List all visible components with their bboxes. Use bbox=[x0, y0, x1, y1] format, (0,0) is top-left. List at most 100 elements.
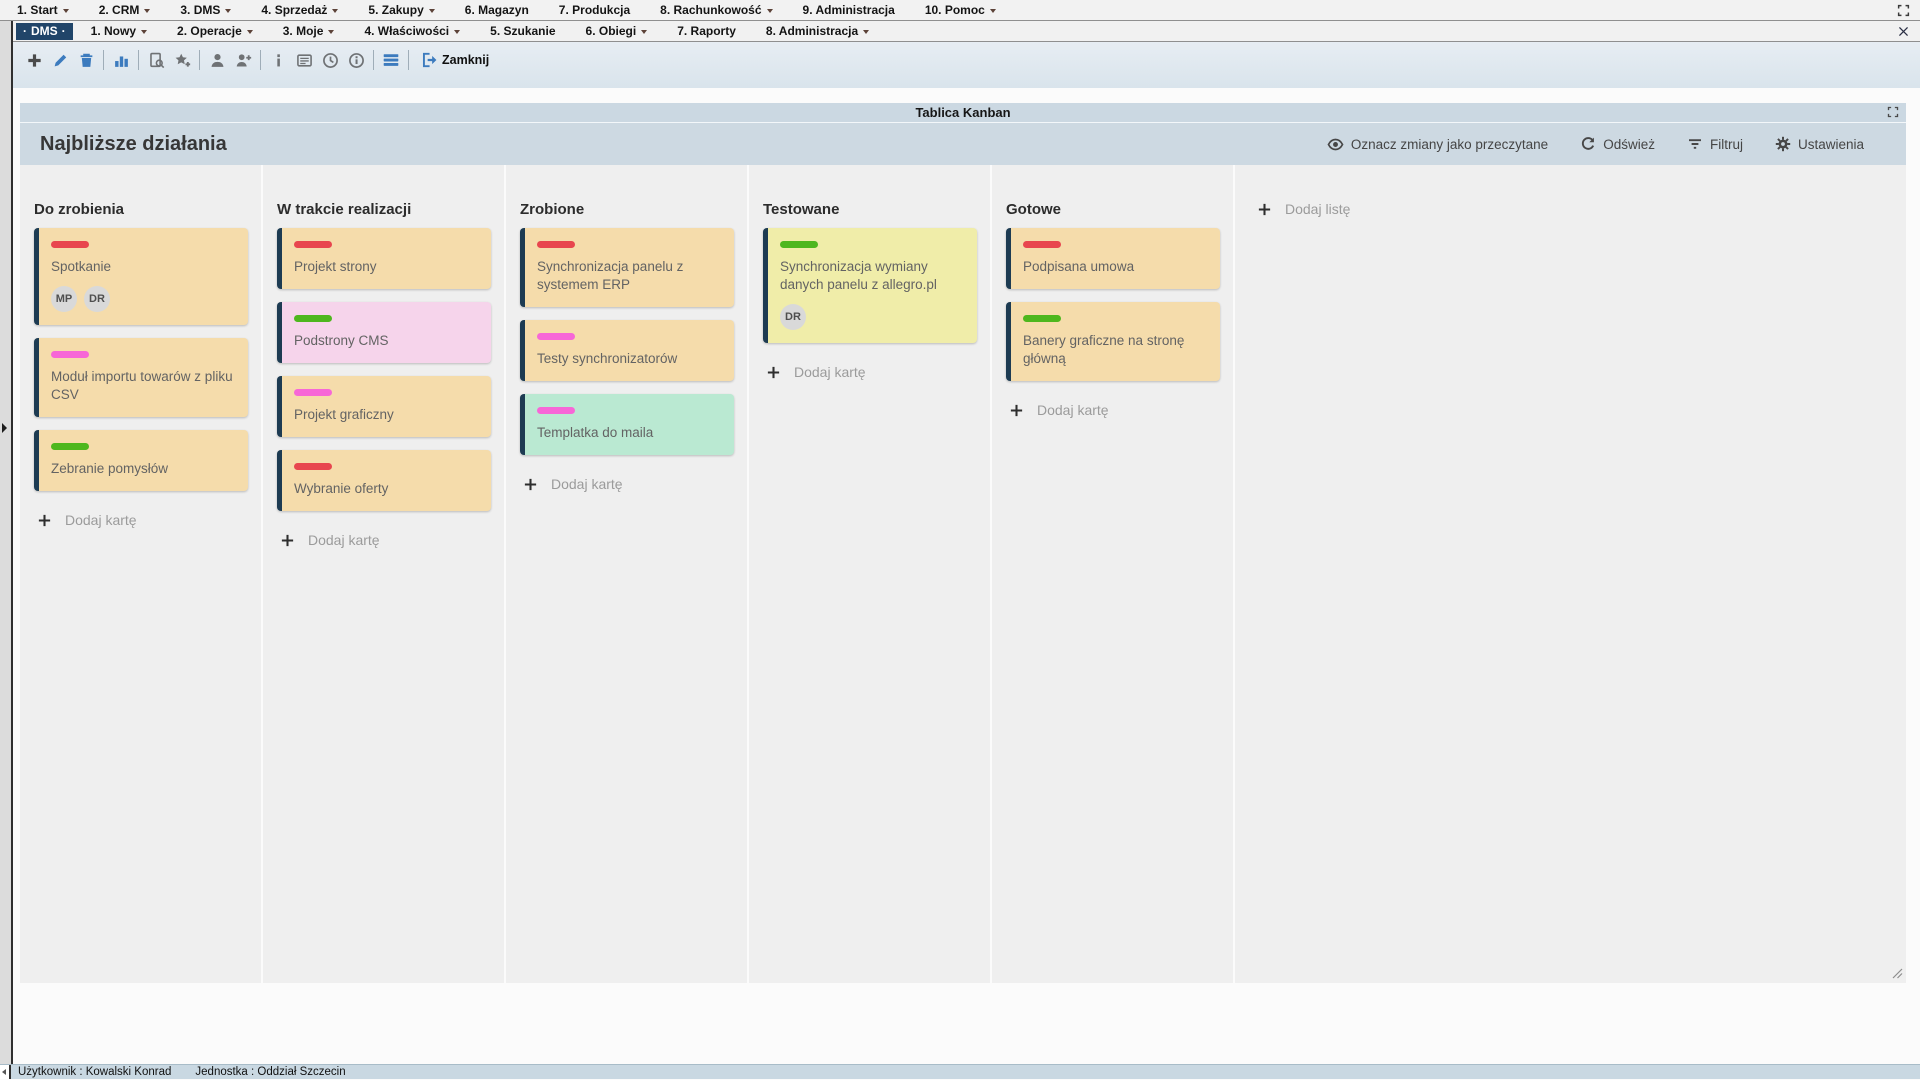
card-title: Moduł importu towarów z pliku CSV bbox=[51, 369, 233, 402]
close-view-button[interactable]: Zamknij bbox=[413, 47, 496, 73]
pencil-icon bbox=[52, 52, 69, 69]
avatar: MP bbox=[51, 286, 77, 312]
menu-label: 8. Rachunkowość bbox=[660, 3, 762, 17]
add-card-button[interactable]: Dodaj kartę bbox=[520, 476, 734, 492]
menu-3-dms[interactable]: 3. DMS bbox=[165, 0, 246, 20]
card-projekt-strony[interactable]: Projekt strony bbox=[277, 228, 491, 289]
status-bar: Użytkownik : Kowalski Konrad Jednostka :… bbox=[0, 1064, 1920, 1079]
action-ustawienia[interactable]: Ustawienia bbox=[1775, 136, 1864, 152]
widget-expand-icon[interactable] bbox=[1887, 106, 1899, 118]
dms-menu-4-właściwości[interactable]: 4. Właściwości bbox=[349, 21, 475, 41]
sidebar-splitter[interactable] bbox=[0, 21, 13, 1064]
chevron-down-icon bbox=[428, 9, 435, 13]
column-title: Zrobione bbox=[520, 201, 585, 218]
card-title: Wybranie oferty bbox=[294, 481, 389, 496]
menu-label: 1. Nowy bbox=[90, 24, 137, 38]
add-card-label: Dodaj kartę bbox=[1037, 402, 1109, 418]
card-label-bar bbox=[294, 315, 332, 322]
column-title: Testowane bbox=[763, 201, 840, 218]
card-spotkanie[interactable]: Spotkanie MP DR bbox=[34, 228, 248, 325]
card-title: Synchronizacja panelu z systemem ERP bbox=[537, 259, 684, 292]
dms-menu-3-moje[interactable]: 3. Moje bbox=[268, 21, 350, 41]
info-icon bbox=[270, 52, 287, 69]
card-banery-graficzne-na-stronę-główną[interactable]: Banery graficzne na stronę główną bbox=[1006, 302, 1220, 381]
menu-9-administracja[interactable]: 9. Administracja bbox=[788, 0, 910, 20]
card-title: Podpisana umowa bbox=[1023, 259, 1135, 274]
dms-menu-1-nowy[interactable]: 1. Nowy bbox=[76, 21, 162, 41]
menu-2-crm[interactable]: 2. CRM bbox=[84, 0, 166, 20]
add-to-favorites-button[interactable] bbox=[169, 47, 195, 73]
card-projekt-graficzny[interactable]: Projekt graficzny bbox=[277, 376, 491, 437]
board-title: Najbliższe działania bbox=[40, 132, 227, 155]
menu-8-rachunkowość[interactable]: 8. Rachunkowość bbox=[645, 0, 787, 20]
column-title: Do zrobienia bbox=[34, 201, 125, 218]
resize-grip-icon[interactable] bbox=[1891, 967, 1903, 979]
tab-dms[interactable]: DMS bbox=[16, 22, 73, 40]
add-card-button[interactable]: Dodaj kartę bbox=[277, 532, 491, 548]
card-testy-synchronizatorów[interactable]: Testy synchronizatorów bbox=[520, 320, 734, 381]
chevron-down-icon bbox=[144, 9, 151, 13]
close-view-label: Zamknij bbox=[442, 53, 490, 67]
dms-menu-7-raporty[interactable]: 7. Raporty bbox=[662, 21, 751, 41]
menu-label: 2. Operacje bbox=[177, 24, 242, 38]
menu-7-produkcja[interactable]: 7. Produkcja bbox=[544, 0, 645, 20]
card-label-bar bbox=[294, 389, 332, 396]
card-podstrony-cms[interactable]: Podstrony CMS bbox=[277, 302, 491, 363]
menu-6-magazyn[interactable]: 6. Magazyn bbox=[450, 0, 544, 20]
card-podpisana-umowa[interactable]: Podpisana umowa bbox=[1006, 228, 1220, 289]
fullscreen-icon[interactable] bbox=[1897, 4, 1910, 17]
card-templatka-do-maila[interactable]: Templatka do maila bbox=[520, 394, 734, 455]
card-label-bar bbox=[780, 241, 818, 248]
history-button[interactable] bbox=[317, 47, 343, 73]
add-card-label: Dodaj kartę bbox=[551, 476, 623, 492]
card-title: Synchronizacja wymiany danych panelu z a… bbox=[780, 259, 937, 292]
menu-5-zakupy[interactable]: 5. Zakupy bbox=[353, 0, 449, 20]
dms-menu-8-administracja[interactable]: 8. Administracja bbox=[751, 21, 884, 41]
document-preview-button[interactable] bbox=[143, 47, 169, 73]
add-card-button[interactable]: Dodaj kartę bbox=[34, 512, 248, 528]
widget-titlebar: Tablica Kanban bbox=[20, 103, 1906, 122]
statistics-button[interactable] bbox=[108, 47, 134, 73]
card-wybranie-oferty[interactable]: Wybranie oferty bbox=[277, 450, 491, 511]
dms-menu-6-obiegi[interactable]: 6. Obiegi bbox=[571, 21, 663, 41]
card-synchronizacja-wymiany-danych-panelu-z-allegro-pl[interactable]: Synchronizacja wymiany danych panelu z a… bbox=[763, 228, 977, 343]
menu-button[interactable] bbox=[378, 47, 404, 73]
user-button[interactable] bbox=[204, 47, 230, 73]
card-label-bar bbox=[1023, 241, 1061, 248]
description-button[interactable] bbox=[291, 47, 317, 73]
close-icon[interactable] bbox=[1897, 25, 1910, 38]
card-label-bar bbox=[537, 333, 575, 340]
menu-label: 5. Szukanie bbox=[490, 24, 556, 38]
details-button[interactable] bbox=[343, 47, 369, 73]
menu-10-pomoc[interactable]: 10. Pomoc bbox=[910, 0, 1011, 20]
card-label-bar bbox=[1023, 315, 1061, 322]
board-actions: Oznacz zmiany jako przeczytane Odśwież Fil… bbox=[1327, 136, 1864, 153]
action-label: Filtruj bbox=[1709, 136, 1743, 152]
assign-user-button[interactable] bbox=[230, 47, 256, 73]
action-oznacz-zmiany-jako-przeczytane[interactable]: Oznacz zmiany jako przeczytane bbox=[1327, 136, 1548, 153]
dms-menu-2-operacje[interactable]: 2. Operacje bbox=[162, 21, 268, 41]
module-menubar: DMS 1. Nowy 2. Operacje 3. Moje 4. Właściwo… bbox=[13, 21, 1920, 42]
add-button[interactable] bbox=[21, 47, 47, 73]
delete-button[interactable] bbox=[73, 47, 99, 73]
action-filtruj[interactable]: Filtruj bbox=[1687, 136, 1743, 152]
edit-button[interactable] bbox=[47, 47, 73, 73]
menu-label: 7. Raporty bbox=[677, 24, 736, 38]
add-card-button[interactable]: Dodaj kartę bbox=[1006, 402, 1220, 418]
statusbar-splitter[interactable] bbox=[0, 1065, 11, 1079]
card-synchronizacja-panelu-z-systemem-erp[interactable]: Synchronizacja panelu z systemem ERP bbox=[520, 228, 734, 307]
add-list-button[interactable]: Dodaj listę bbox=[1257, 201, 1906, 217]
filter-icon bbox=[1687, 136, 1703, 152]
toolbar-buttons bbox=[21, 47, 413, 73]
menu-1-start[interactable]: 1. Start bbox=[2, 0, 84, 20]
splitter-expand-icon[interactable] bbox=[2, 423, 7, 433]
menu-label: 3. DMS bbox=[180, 3, 221, 17]
toolbar-separator bbox=[408, 50, 409, 70]
action-odśwież[interactable]: Odśwież bbox=[1580, 136, 1655, 152]
menu-4-sprzedaż[interactable]: 4. Sprzedaż bbox=[246, 0, 353, 20]
card-moduł-importu-towarów-z-pliku-csv[interactable]: Moduł importu towarów z pliku CSV bbox=[34, 338, 248, 417]
information-button[interactable] bbox=[265, 47, 291, 73]
dms-menu-5-szukanie[interactable]: 5. Szukanie bbox=[475, 21, 570, 41]
add-card-button[interactable]: Dodaj kartę bbox=[763, 364, 977, 380]
card-zebranie-pomysłów[interactable]: Zebranie pomysłów bbox=[34, 430, 248, 491]
